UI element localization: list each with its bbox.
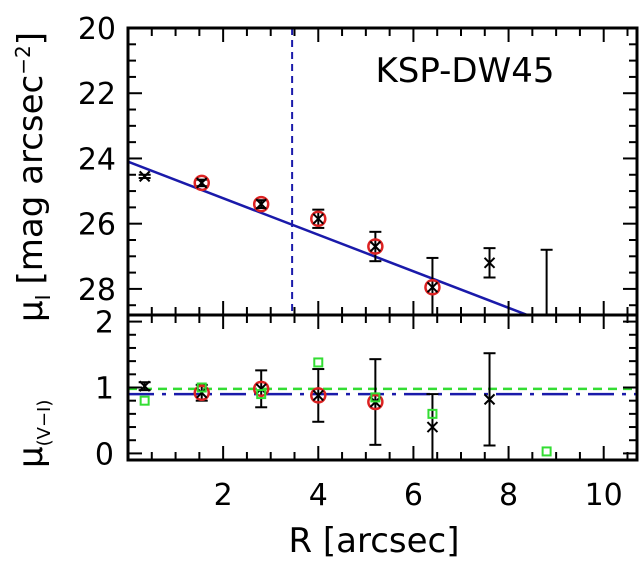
top-point-marker [255,198,267,210]
fit-line [128,160,531,315]
top-point-marker [426,281,439,293]
y-tick-label: 1 [95,372,114,407]
top-point-marker [312,213,324,225]
top-point-marker [196,177,208,189]
bottom-point-circle [367,393,384,411]
bottom-point-marker [312,389,324,402]
ylabel-exp: −2 [11,45,35,74]
bottom-point-marker [138,380,151,392]
y-tick-label: 2 [95,306,114,341]
y-tick-label: 28 [78,273,116,308]
bottom-frame [126,313,639,462]
top-point-marker [483,257,496,269]
x-axis-label: R [arcsec] [288,521,459,561]
top-point-circle [424,279,441,296]
y-tick-label: 26 [78,208,116,243]
green-point [541,446,552,457]
x-tick-label: 6 [404,478,423,513]
green-point [313,357,324,368]
x-tick-label: 8 [499,478,518,513]
top-point-marker [138,170,151,183]
ylabel-rest: [mag arcsec [11,75,51,285]
bottom-point-circle [310,387,327,404]
green-point [427,408,438,419]
x-tick-label: 2 [214,478,233,513]
ylabel-sub: I [31,294,55,300]
green-point [370,392,381,403]
ylabel-close: ] [11,32,51,45]
bottom-point-marker [426,421,439,433]
axes-text: KSP-DW45 R [arcsec] [288,51,554,561]
top-point-circle [367,238,384,255]
top-point-circle [193,174,210,192]
annotation-label: KSP-DW45 [376,51,555,91]
y-tick-label: 20 [78,12,116,47]
x-tick-label: 4 [309,478,328,513]
green-point [139,395,150,406]
y-tick-label: 0 [95,437,114,472]
top-point-marker [369,240,382,253]
top-panel: 20 22 24 26 28 μI [mag arcsec−2] [11,12,639,322]
top-y-axis-label: μI [mag arcsec−2] [11,32,55,322]
ylabel-sub: (V−I) [34,400,55,447]
bottom-panel: 0 1 2 2 4 6 8 10 μ(V−I) [11,306,639,513]
green-point [256,389,267,400]
bottom-point-marker [483,393,496,406]
top-point-circle [252,195,270,213]
plot-area [128,352,637,460]
x-tick-label: 10 [585,478,623,513]
bottom-y-axis-label: μ(V−I) [11,400,55,468]
y-tick-label: 24 [78,142,116,177]
ylabel-mu: μ [11,446,51,468]
bottom-point-circle [193,384,210,402]
plot-area [128,28,553,315]
green-point [196,382,207,393]
ylabel-mu: μ [11,300,51,322]
top-point-circle [310,210,327,228]
y-tick-label: 22 [78,77,116,112]
bottom-point-circle [252,380,270,398]
